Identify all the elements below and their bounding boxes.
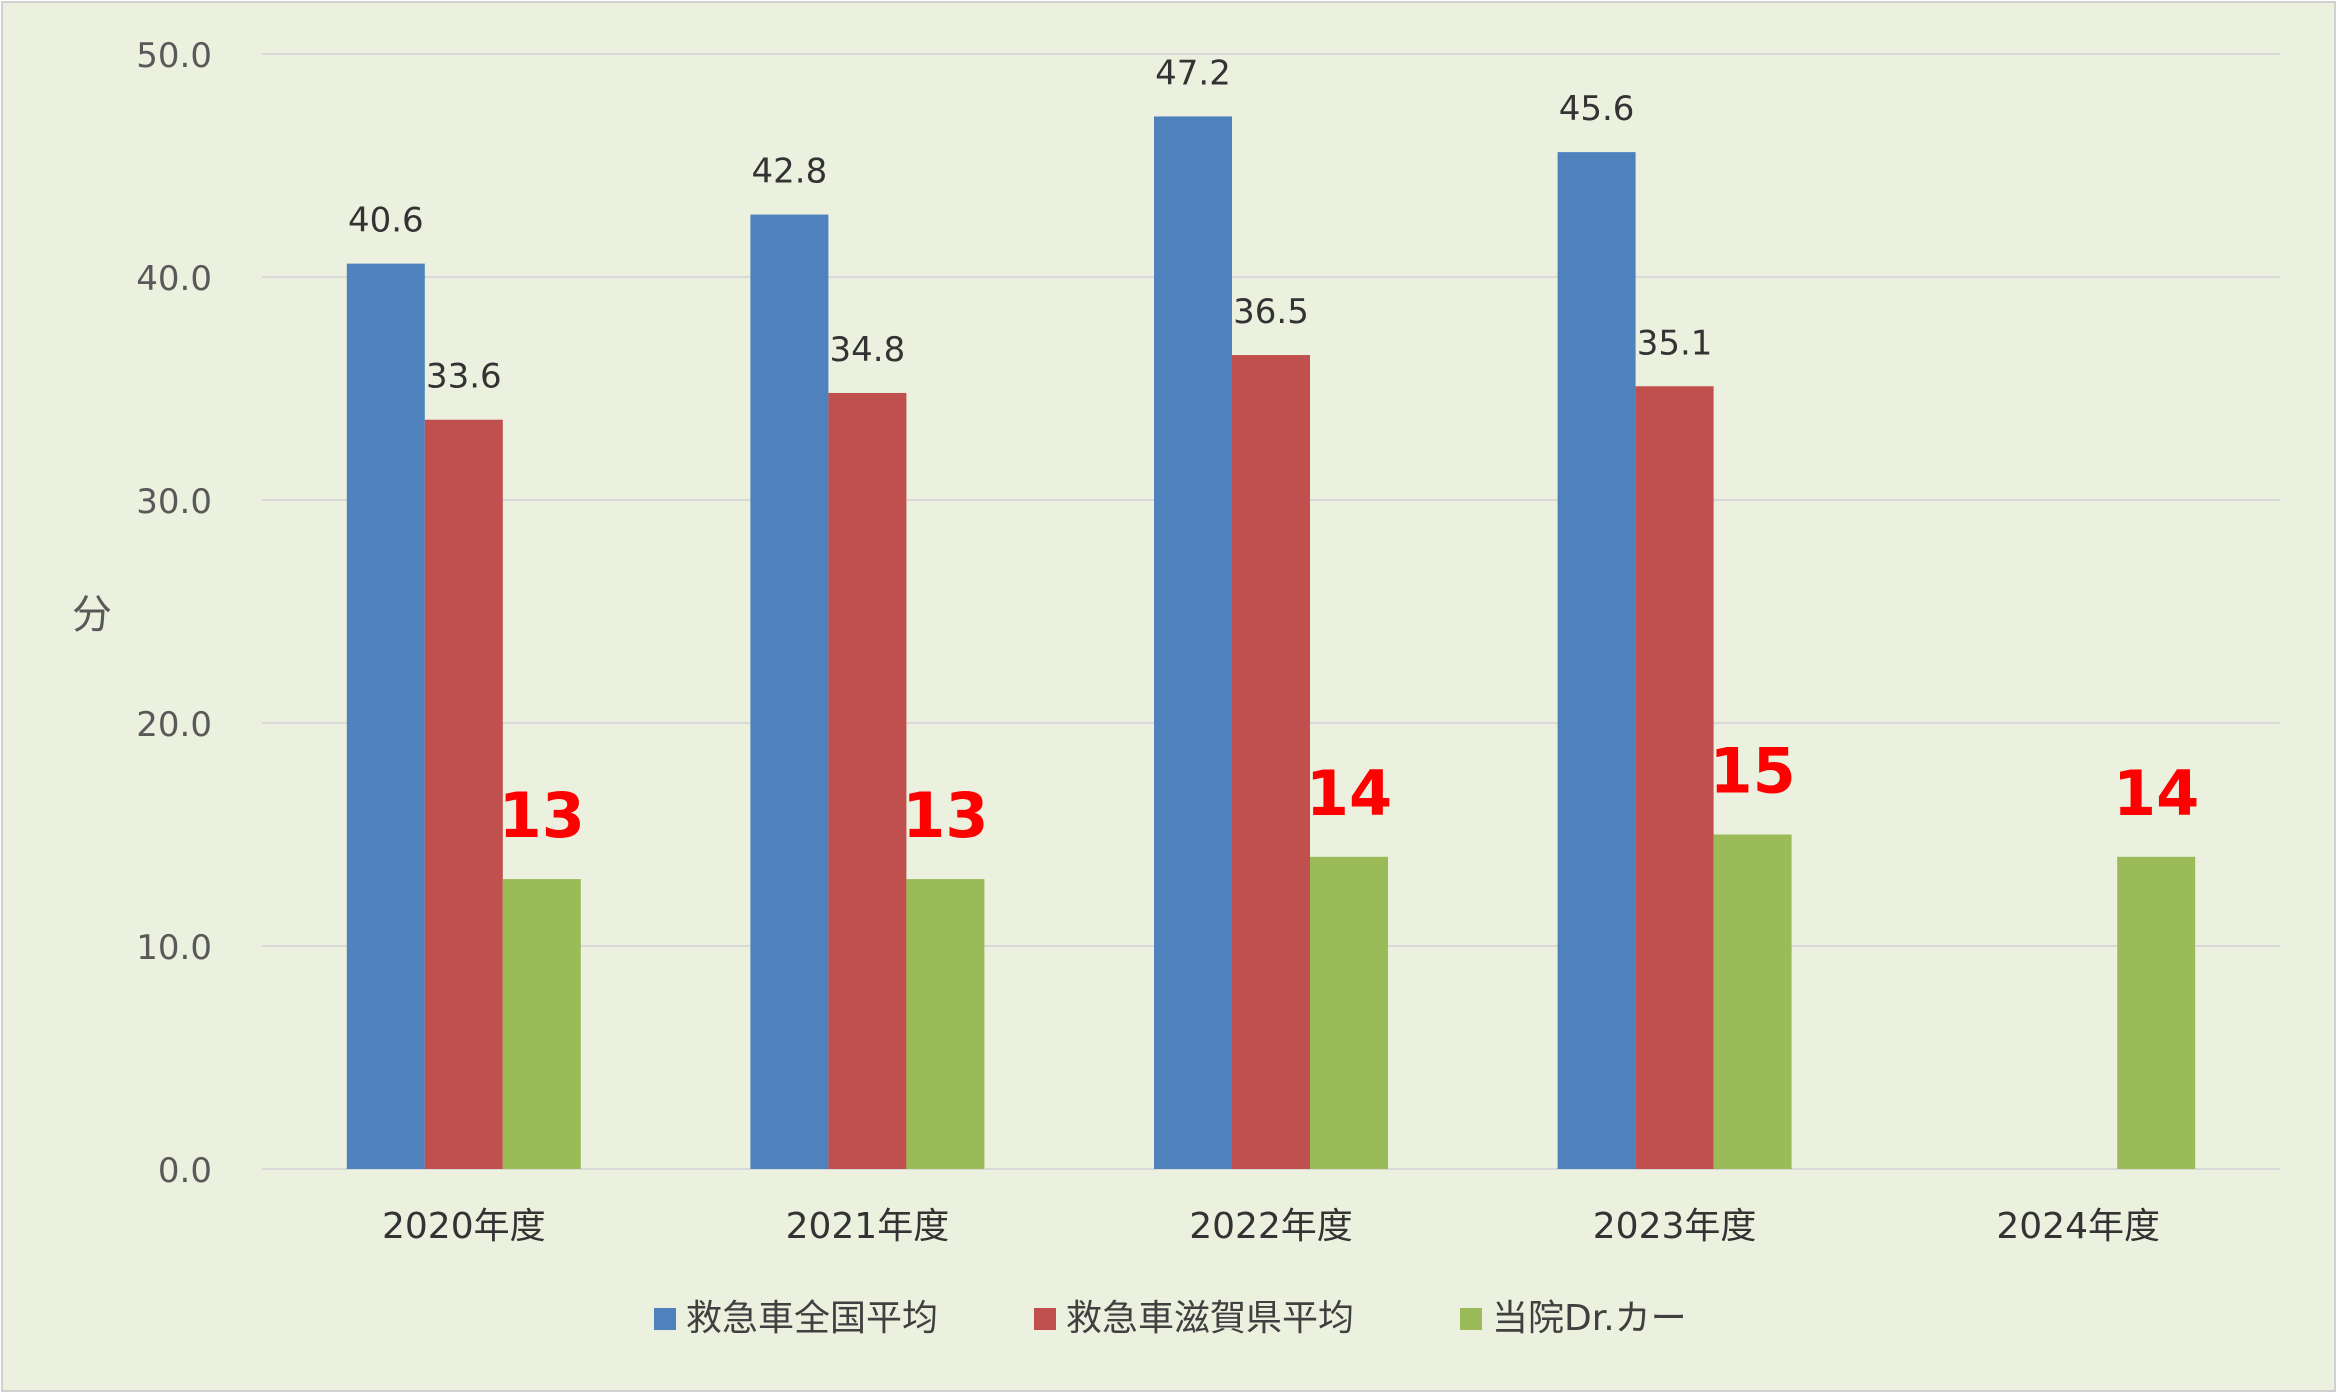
y-tick-label: 0.0 (158, 1151, 212, 1191)
bar (1232, 355, 1310, 1169)
bar (346, 263, 425, 1169)
bar (1713, 834, 1792, 1169)
x-tick-label: 2021年度 (786, 1206, 950, 1247)
data-label: 36.5 (1233, 292, 1309, 332)
bar (750, 214, 829, 1169)
gridlines (262, 53, 2280, 1170)
x-tick-label: 2022年度 (1189, 1206, 1353, 1247)
y-axis-label: 分 (72, 592, 112, 638)
bar (1310, 856, 1388, 1169)
data-label: 14 (1306, 757, 1392, 830)
y-tick-label: 30.0 (136, 482, 212, 522)
x-tick-label: 2020年度 (382, 1206, 546, 1247)
x-tick-label: 2024年度 (1996, 1206, 2160, 1247)
bar (424, 419, 503, 1170)
data-label: 47.2 (1155, 53, 1231, 93)
legend-swatch (1460, 1308, 1482, 1330)
data-label: 40.6 (348, 201, 424, 241)
data-label: 35.1 (1637, 323, 1713, 363)
legend-swatch (1034, 1308, 1056, 1330)
y-tick-label: 20.0 (136, 705, 212, 745)
data-label: 15 (1709, 735, 1795, 808)
data-label: 13 (902, 779, 988, 852)
x-tick-label: 2023年度 (1593, 1206, 1757, 1247)
legend-label: 救急車全国平均 (686, 1298, 938, 1339)
bar (1557, 152, 1636, 1169)
data-labels: 40.6 33.6 13 42.8 34.8 13 47.2 36.5 14 45.6 35.1 15… (348, 53, 2199, 852)
y-tick-label: 50.0 (136, 36, 212, 76)
bar (502, 879, 581, 1169)
data-label: 14 (2113, 757, 2199, 830)
bars (346, 116, 2196, 1170)
bar (2117, 856, 2196, 1169)
legend-label: 当院Dr.カー (1492, 1298, 1687, 1339)
legend-swatch (654, 1308, 676, 1330)
y-tick-label: 10.0 (136, 928, 212, 968)
bar (1154, 116, 1232, 1170)
data-label: 45.6 (1559, 89, 1635, 129)
data-label: 42.8 (752, 152, 828, 192)
data-label: 33.6 (426, 357, 502, 397)
bar (828, 392, 907, 1170)
bar (906, 879, 985, 1169)
legend-label: 救急車滋賀県平均 (1066, 1298, 1354, 1339)
x-axis-ticks: 2020年度 2021年度 2022年度 2023年度 2024年度 (382, 1206, 2160, 1247)
y-tick-label: 40.0 (136, 259, 212, 299)
data-label: 13 (499, 779, 585, 852)
legend: 救急車全国平均 救急車滋賀県平均 当院Dr.カー (654, 1298, 1687, 1339)
data-label: 34.8 (830, 330, 906, 370)
y-axis-ticks: 0.0 10.0 20.0 30.0 40.0 50.0 (136, 36, 212, 1191)
bar (1635, 386, 1714, 1169)
